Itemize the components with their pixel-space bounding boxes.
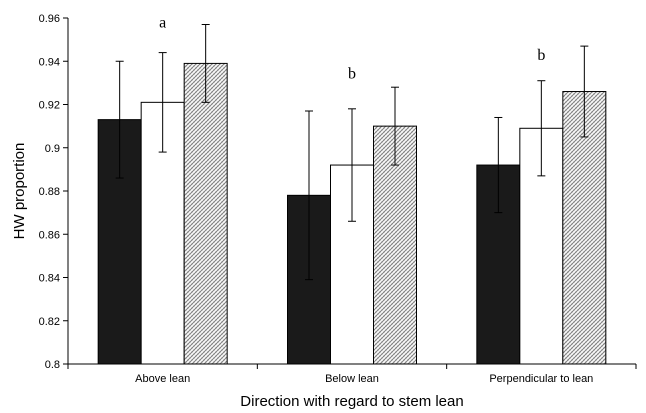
y-tick-label: 0.9 [45, 143, 60, 155]
y-tick-label: 0.92 [39, 100, 60, 112]
y-tick-label: 0.86 [39, 229, 60, 241]
bars-layer [97, 62, 607, 365]
x-category-labels: Above lean Below lean Perpendicular to lea… [67, 364, 637, 385]
y-tick-label: 0.94 [39, 56, 60, 68]
x-axis-title: Direction with regard to stem lean [240, 393, 463, 410]
bar [183, 62, 228, 365]
y-tick-label: 0.96 [39, 13, 60, 25]
y-ticks: 0.8 0.82 0.84 0.86 0.88 0.9 0.92 0.94 0.96 [39, 13, 68, 371]
significance-letter: b [537, 47, 545, 64]
significance-letter: b [348, 66, 356, 83]
y-tick-label: 0.8 [45, 359, 60, 371]
x-category-label: Above lean [135, 373, 190, 385]
x-category-label: Perpendicular to lean [489, 373, 593, 385]
y-tick-label: 0.84 [39, 273, 60, 285]
significance-letter: a [159, 15, 166, 32]
y-tick-label: 0.88 [39, 186, 60, 198]
error-bars-layer [115, 23, 589, 281]
y-tick-label: 0.82 [39, 316, 60, 328]
significance-letters: a b b [159, 15, 545, 83]
x-category-label: Below lean [325, 373, 379, 385]
y-axis-title: HW proportion [11, 143, 28, 240]
bar [373, 125, 417, 365]
